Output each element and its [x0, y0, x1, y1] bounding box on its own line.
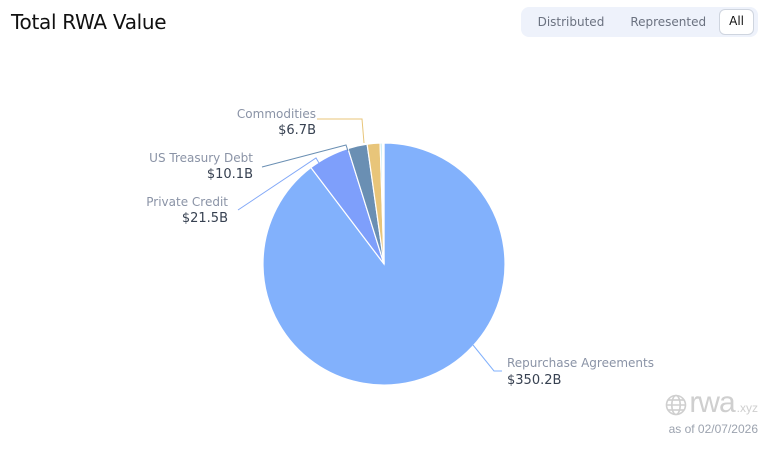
tab-represented[interactable]: Represented [630, 15, 707, 29]
brand-name: rwa [689, 386, 735, 419]
tab-distributed[interactable]: Distributed [537, 15, 605, 29]
leader-commodities [317, 118, 365, 144]
label-private-credit-name: Private Credit [146, 195, 228, 209]
leader-treasury [261, 144, 349, 168]
label-repurchase-value: $350.2B [507, 373, 561, 388]
view-toggle: Distributed Represented All [520, 7, 758, 37]
label-repurchase-name: Repurchase Agreements [507, 356, 654, 370]
globe-icon [666, 394, 687, 416]
leader-repurchase [472, 344, 502, 372]
label-treasury-name: US Treasury Debt [149, 151, 253, 165]
pie-slice[interactable] [382, 142, 385, 265]
tab-all[interactable]: All [719, 9, 754, 35]
page-title: Total RWA Value [11, 10, 167, 34]
pie-slices [262, 142, 506, 386]
label-commodities-name: Commodities [237, 107, 316, 121]
brand-tld: .xyz [736, 401, 758, 415]
as-of-date: as of 02/07/2026 [668, 422, 758, 436]
label-treasury-value: $10.1B [207, 167, 253, 182]
leader-lines [237, 118, 502, 372]
leader-private-credit [237, 157, 320, 211]
label-private-credit-value: $21.5B [182, 211, 228, 226]
rwa-logo: rwa .xyz [665, 386, 758, 420]
label-commodities-value: $6.7B [278, 123, 316, 138]
watermark: rwa .xyz as of 02/07/2026 [665, 386, 758, 436]
